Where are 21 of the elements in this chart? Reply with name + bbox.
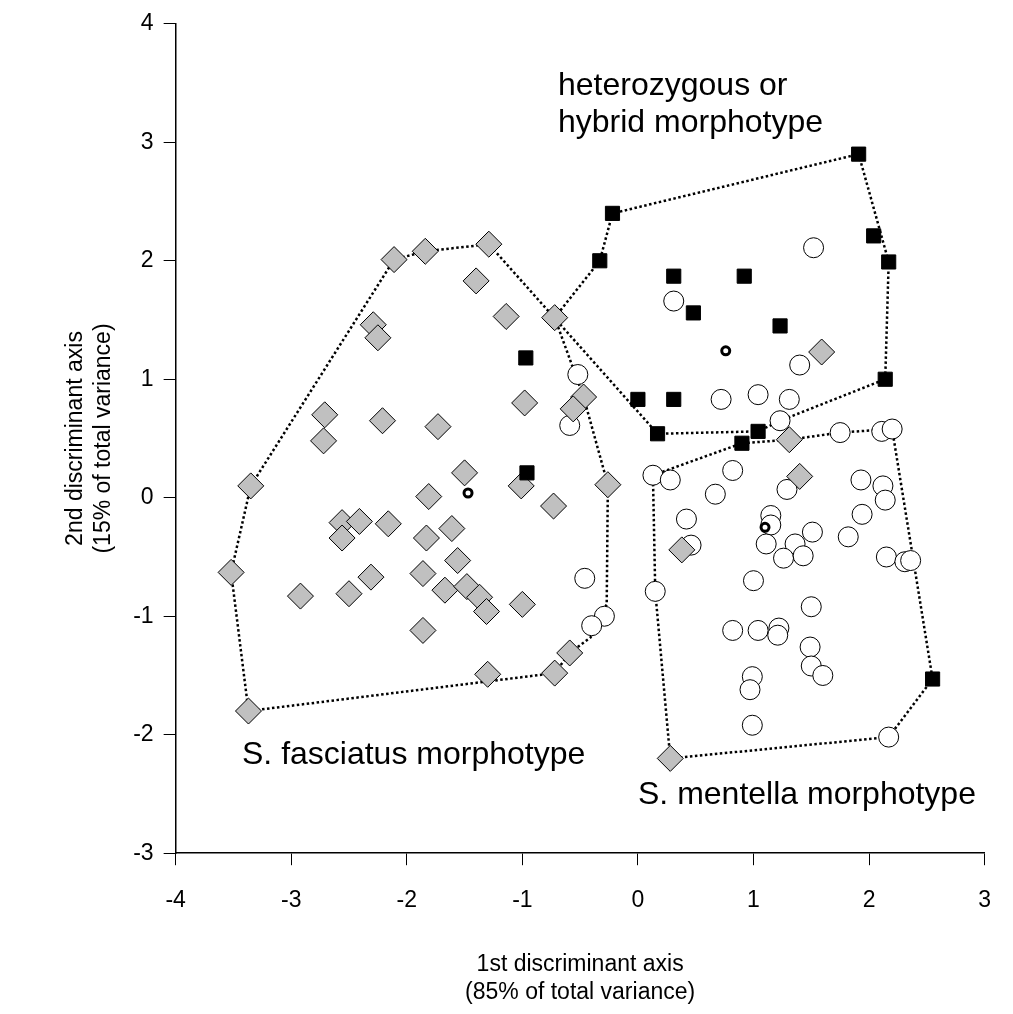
y-tick-label: 0 [140, 483, 154, 510]
x-axis-title: 1st discriminant axis (85% of total variance) [465, 949, 696, 1004]
y-tick-label: -3 [133, 838, 154, 865]
x-tick-label: -2 [396, 886, 418, 913]
y-axis-title: 2nd discriminant axis (15% of total variance) [61, 323, 115, 554]
annotation: heterozygous or hybrid morphotype [558, 66, 824, 140]
annotation: S. mentella morphotype [638, 775, 976, 812]
y-tick-label: 3 [140, 127, 154, 154]
x-tick-label: 3 [978, 886, 991, 913]
x-tick-label: 0 [631, 886, 645, 913]
x-tick-label: -4 [165, 886, 187, 913]
x-tick-label: 2 [862, 886, 876, 913]
annotation: S. fasciatus morphotype [242, 735, 586, 772]
y-tick-label: 1 [140, 364, 154, 391]
x-tick-label: -3 [280, 886, 302, 913]
x-tick-label: -1 [512, 886, 533, 913]
y-tick-label: 4 [140, 9, 154, 36]
y-tick-label: 2 [140, 246, 154, 273]
x-tick-label: 1 [747, 886, 760, 913]
y-tick-label: -1 [133, 601, 154, 628]
y-tick-label: -2 [133, 720, 154, 747]
